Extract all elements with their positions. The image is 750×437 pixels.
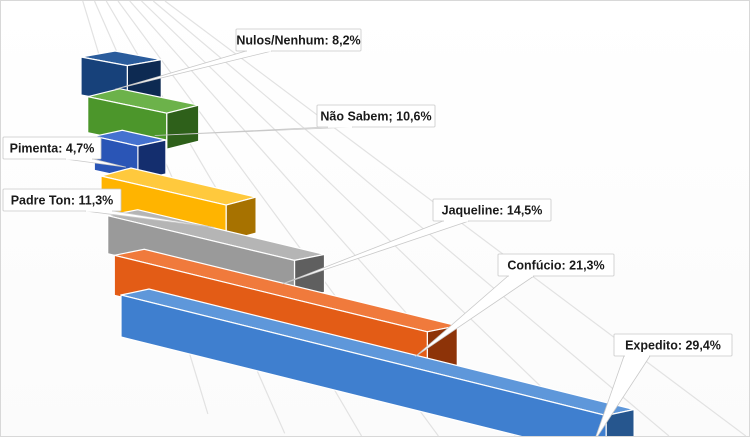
callout-box [2, 188, 122, 212]
data-label-jaqueline: Jaqueline: 14,5% [282, 198, 552, 285]
data-label-padre-ton: Padre Ton: 11,3% [2, 188, 215, 228]
bar-end-face [166, 104, 200, 150]
data-label-conf-cio: Confúcio: 21,3% [415, 253, 615, 357]
data-label-text: Pimenta: 4,7% [10, 142, 95, 156]
bar-front-face [120, 294, 607, 436]
callout-box [316, 104, 436, 128]
data-label-text: Jaqueline: 14,5% [442, 204, 543, 218]
data-labels: Nulos/Nenhum: 8,2% Não Sabem; 10,6% Piment… [2, 28, 733, 436]
data-label-pimenta: Pimenta: 4,7% [2, 136, 126, 168]
bar-end-face [605, 408, 635, 436]
gridline-7 [152, 1, 670, 436]
data-label-text: Não Sabem; 10,6% [320, 110, 431, 124]
data-label-text: Confúcio: 21,3% [507, 259, 604, 273]
callout-box [432, 198, 552, 222]
data-label-expedito: Expedito: 29,4% [595, 333, 733, 436]
bars [80, 50, 635, 436]
callout-box [2, 136, 102, 160]
data-label-text: Nulos/Nenhum: 8,2% [236, 34, 360, 48]
bar-expedito [120, 288, 635, 436]
gridline-6 [141, 1, 593, 436]
callout-pointer [415, 275, 536, 357]
data-label-nulos-nenhum: Nulos/Nenhum: 8,2% [115, 28, 362, 90]
callout-box [497, 253, 615, 277]
data-label-text: Padre Ton: 11,3% [11, 194, 114, 208]
data-label-text: Expedito: 29,4% [625, 339, 721, 353]
callout-box [613, 333, 733, 357]
data-label-n-o-sabem: Não Sabem; 10,6% [154, 104, 436, 136]
callout-box [235, 28, 362, 52]
